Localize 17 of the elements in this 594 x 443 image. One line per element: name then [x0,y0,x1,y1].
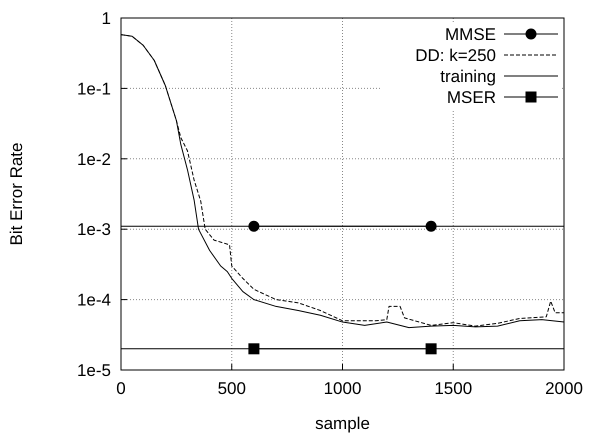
y-tick-label: 1e-4 [76,290,111,310]
y-tick-label: 1e-3 [76,220,111,240]
x-tick-label: 1000 [324,379,362,398]
y-tick-label: 1e-1 [76,79,111,98]
legend-label: DD: k=250 [415,46,496,65]
x-tick-label: 2000 [545,379,583,398]
legend-label: MSER [446,88,496,107]
legend-label: training [440,67,496,86]
x-axis-title: sample [315,414,370,433]
legend-label: MMSE [445,25,496,44]
x-tick-label: 0 [116,379,126,398]
x-tick-label: 1500 [434,379,472,398]
y-tick-label: 1e-2 [76,150,111,169]
x-tick-label: 500 [218,379,246,398]
y-tick-label: 1e-5 [76,361,111,380]
y-axis-title: Bit Error Rate [7,142,26,246]
y-tick-label: 1 [102,9,111,28]
